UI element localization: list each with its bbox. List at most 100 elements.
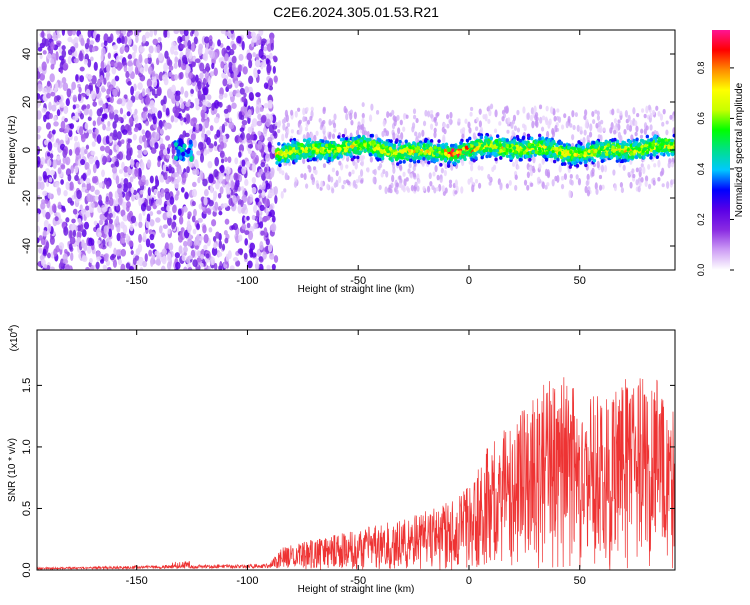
heatmap-noise-cell — [232, 195, 237, 203]
heatmap-halo-cell — [526, 112, 530, 121]
heatmap-noise-cell — [160, 265, 166, 270]
heatmap-halo-cell — [359, 169, 364, 177]
heatmap-noise-cell — [37, 93, 41, 100]
heatmap-noise-cell — [206, 65, 210, 74]
heatmap-noise-cell — [43, 139, 49, 146]
heatmap-noise-cell — [46, 252, 51, 259]
heatmap-noise-cell — [236, 195, 240, 201]
heatmap-noise-cell — [160, 188, 165, 198]
heatmap-noise-cell — [80, 146, 86, 156]
heatmap-noise-cell — [98, 194, 102, 202]
heatmap-noise-cell — [133, 45, 138, 54]
heatmap-band-cell — [321, 139, 325, 144]
heatmap-halo-cell — [421, 129, 425, 137]
heatmap-noise-cell — [222, 203, 228, 208]
heatmap-halo-cell — [501, 115, 505, 122]
heatmap-noise-cell — [174, 109, 179, 118]
heatmap-noise-cell — [86, 181, 92, 191]
heatmap-noise-cell — [247, 109, 252, 119]
heatmap-band-cell — [552, 159, 557, 164]
heatmap-noise-cell — [117, 151, 124, 161]
heatmap-band-cell — [395, 138, 399, 143]
heatmap-noise-cell — [103, 77, 107, 85]
heatmap-noise-cell — [126, 142, 131, 152]
heatmap-noise-cell — [171, 172, 178, 178]
heatmap-band-cell — [292, 143, 296, 148]
heatmap-halo-cell — [643, 113, 647, 119]
heatmap-halo-cell — [333, 113, 337, 121]
heatmap-band-cell — [436, 143, 441, 148]
heatmap-band-cell — [560, 162, 565, 167]
heatmap-noise-cell — [60, 171, 64, 178]
heatmap-noise-cell — [174, 93, 181, 102]
heatmap-halo-cell — [551, 179, 555, 187]
heatmap-noise-cell — [198, 141, 204, 151]
heatmap-halo-cell — [579, 126, 583, 131]
heatmap-noise-cell — [271, 263, 276, 270]
heatmap-band-cell — [350, 157, 355, 162]
heatmap-noise-cell — [116, 55, 120, 63]
heatmap-noise-cell — [249, 134, 255, 141]
heatmap-noise-cell — [124, 46, 129, 53]
heatmap-halo-cell — [405, 185, 410, 191]
heatmap-noise-cell — [104, 253, 109, 263]
heatmap-noise-cell — [81, 104, 87, 110]
heatmap-noise-cell — [38, 176, 43, 182]
heatmap-noise-cell — [65, 156, 71, 166]
heatmap-halo-cell — [357, 125, 361, 131]
heatmap-halo-cell — [584, 109, 588, 117]
heatmap-noise-cell — [91, 202, 95, 209]
heatmap-noise-cell — [127, 130, 133, 136]
heatmap-noise-cell — [268, 144, 272, 153]
heatmap-halo-cell — [586, 189, 591, 197]
heatmap-noise-cell — [166, 210, 172, 219]
heatmap-noise-cell — [185, 105, 190, 111]
heatmap-noise-cell — [138, 169, 142, 178]
heatmap-noise-cell — [131, 52, 136, 59]
heatmap-halo-cell — [330, 176, 334, 183]
heatmap-noise-cell — [273, 131, 278, 139]
heatmap-noise-cell — [50, 63, 55, 70]
heatmap-halo-cell — [661, 121, 665, 127]
heatmap-noise-cell — [213, 141, 218, 147]
heatmap-halo-cell — [550, 157, 554, 163]
heatmap-noise-cell — [122, 214, 129, 222]
heatmap-halo-cell — [414, 181, 418, 188]
heatmap-noise-cell — [184, 192, 189, 200]
heatmap-noise-cell — [74, 50, 78, 58]
heatmap-halo-cell — [398, 175, 402, 180]
heatmap-noise-cell — [130, 85, 135, 96]
heatmap-noise-cell — [52, 34, 59, 42]
heatmap-halo-cell — [669, 114, 673, 120]
heatmap-noise-cell — [177, 59, 182, 68]
heatmap-noise-cell — [260, 230, 265, 236]
heatmap-noise-cell — [79, 66, 85, 72]
heatmap-noise-cell — [136, 59, 140, 68]
heatmap-halo-cell — [407, 168, 411, 174]
heatmap-halo-cell — [300, 173, 304, 179]
heatmap-noise-cell — [166, 30, 171, 39]
heatmap-noise-cell — [77, 218, 82, 224]
heatmap-noise-cell — [53, 95, 58, 103]
heatmap-noise-cell — [74, 165, 79, 174]
heatmap-halo-cell — [475, 116, 479, 123]
heatmap-noise-cell — [203, 244, 208, 251]
heatmap-halo-cell — [391, 109, 395, 116]
heatmap-noise-cell — [147, 56, 152, 65]
heatmap-halo-cell — [305, 183, 309, 189]
heatmap-halo-cell — [396, 114, 400, 121]
heatmap-band-cell — [645, 134, 650, 139]
heatmap-halo-cell — [639, 134, 644, 139]
heatmap-band-cell — [539, 140, 544, 145]
heatmap-noise-cell — [121, 35, 125, 45]
heatmap-noise-cell — [97, 231, 102, 237]
heatmap-noise-cell — [150, 147, 157, 154]
heatmap-noise-cell — [93, 61, 98, 71]
heatmap-halo-cell — [479, 126, 484, 135]
heatmap-halo-cell — [302, 158, 306, 165]
heatmap-noise-cell — [181, 173, 187, 184]
heatmap-noise-cell — [41, 37, 47, 46]
heatmap-noise-cell — [194, 30, 199, 37]
heatmap-noise-cell — [85, 266, 90, 270]
heatmap-noise-cell — [63, 226, 69, 236]
